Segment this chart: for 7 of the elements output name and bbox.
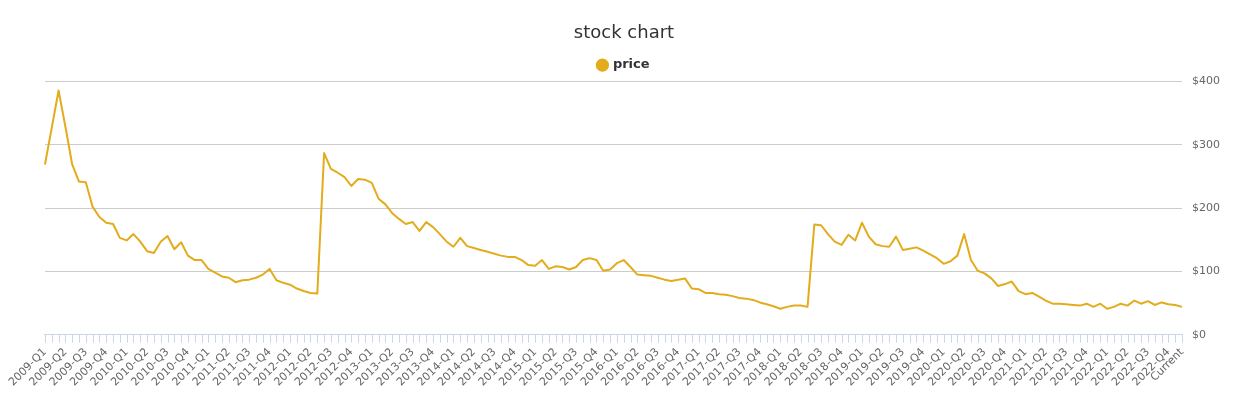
y-tick-label: $300 [1192, 137, 1221, 151]
y-tick-label: $200 [1192, 201, 1221, 215]
y-tick-label: $400 [1192, 74, 1221, 88]
y-tick-label: $0 [1192, 327, 1207, 341]
legend-label: price [612, 56, 650, 72]
chart-title: stock chart [573, 21, 675, 43]
y-tick-label: $100 [1192, 264, 1221, 278]
